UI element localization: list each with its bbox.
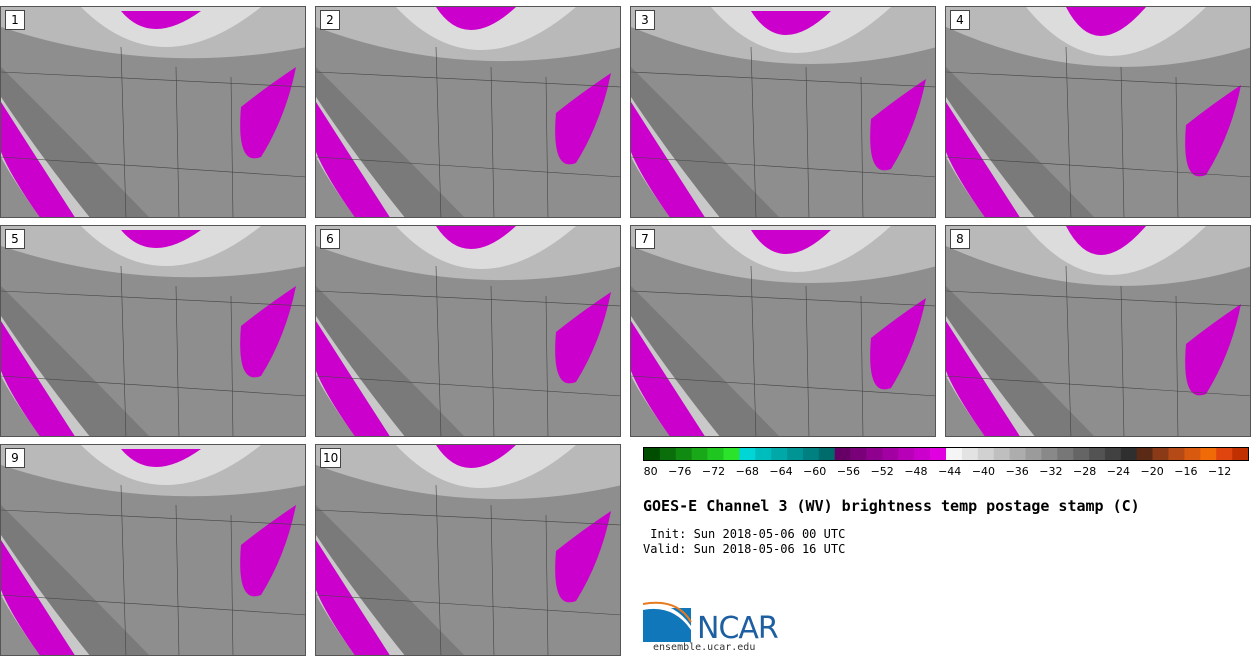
colorbar-tick-label: −64 [769, 465, 792, 477]
colorbar-swatch [755, 448, 772, 460]
colorbar-swatch [771, 448, 788, 460]
panel-number: 5 [5, 229, 25, 249]
ncar-logo-text: NCAR [697, 611, 779, 646]
panel-number: 9 [5, 448, 25, 468]
panel-number: 1 [5, 10, 25, 30]
colorbar-swatch [691, 448, 708, 460]
colorbar-swatch [834, 448, 851, 460]
wv-map [946, 226, 1250, 436]
colorbar-swatch [1216, 448, 1233, 460]
colorbar-swatch [930, 448, 947, 460]
postage-stamp-panel: 3 [630, 6, 936, 218]
colorbar: −80−76−72−68−64−60−56−52−48−44−40−36−32−… [643, 447, 1249, 477]
wv-map [316, 7, 620, 217]
colorbar-swatch [1104, 448, 1122, 460]
colorbar-swatch [1057, 448, 1074, 460]
colorbar-swatch [659, 448, 677, 460]
wv-map [316, 445, 620, 655]
colorbar-swatch [1073, 448, 1090, 460]
colorbar-swatch [675, 448, 692, 460]
colorbar-swatch [946, 448, 963, 460]
colorbar-tick-label: −16 [1174, 465, 1197, 477]
ncar-logo-icon [643, 601, 692, 642]
colorbar-tick-label: −32 [1039, 465, 1062, 477]
colorbar-swatch [1120, 448, 1138, 460]
colorbar-tick-label: −48 [904, 465, 927, 477]
colorbar-tick-label: −36 [1006, 465, 1029, 477]
init-time: Init: Sun 2018-05-06 00 UTC [643, 527, 846, 541]
wv-map [316, 226, 620, 436]
colorbar-swatch [802, 448, 820, 460]
colorbar-swatch [818, 448, 836, 460]
postage-stamp-panel: 7 [630, 225, 936, 437]
colorbar-swatch [723, 448, 740, 460]
panel-number: 2 [320, 10, 340, 30]
colorbar-swatch [977, 448, 994, 460]
colorbar-swatch [1232, 448, 1249, 460]
plot-title: GOES-E Channel 3 (WV) brightness temp po… [643, 497, 1140, 515]
panel-number: 6 [320, 229, 340, 249]
postage-stamp-panel: 2 [315, 6, 621, 218]
colorbar-tick-label: −24 [1107, 465, 1130, 477]
colorbar-swatch [882, 448, 899, 460]
colorbar-tick-label: −12 [1208, 465, 1231, 477]
wv-map [1, 226, 305, 436]
wv-map [1, 7, 305, 217]
colorbar-tick-label: −44 [938, 465, 961, 477]
colorbar-tick-label: −28 [1073, 465, 1096, 477]
colorbar-swatch [961, 448, 979, 460]
colorbar-swatch [1009, 448, 1026, 460]
colorbar-swatch [1136, 448, 1153, 460]
postage-stamp-panel: 1 [0, 6, 306, 218]
postage-stamp-panel: 4 [945, 6, 1251, 218]
panel-number: 10 [320, 448, 342, 468]
colorbar-tick-label: −60 [803, 465, 826, 477]
colorbar-swatch [1089, 448, 1106, 460]
wv-map [946, 7, 1250, 217]
postage-stamp-panel: 10 [315, 444, 621, 656]
valid-time: Valid: Sun 2018-05-06 16 UTC [643, 542, 846, 556]
wv-map [631, 7, 935, 217]
logo-url: ensemble.ucar.edu [653, 642, 756, 653]
colorbar-tick-label: −68 [736, 465, 759, 477]
panel-number: 3 [635, 10, 655, 30]
colorbar-tick-label: −80 [643, 465, 658, 477]
postage-stamp-panel: 6 [315, 225, 621, 437]
colorbar-swatch [993, 448, 1010, 460]
colorbar-swatch [1152, 448, 1169, 460]
colorbar-swatch [1025, 448, 1042, 460]
colorbar-swatch [739, 448, 756, 460]
colorbar-swatch [914, 448, 931, 460]
colorbar-swatch [1168, 448, 1185, 460]
panel-number: 7 [635, 229, 655, 249]
postage-stamp-panel: 8 [945, 225, 1251, 437]
panel-number: 4 [950, 10, 970, 30]
colorbar-tick-label: −56 [837, 465, 860, 477]
colorbar-swatch [1041, 448, 1058, 460]
colorbar-swatch [850, 448, 867, 460]
colorbar-tick-label: −40 [972, 465, 995, 477]
postage-stamp-panel: 5 [0, 225, 306, 437]
colorbar-swatch [644, 448, 661, 460]
colorbar-swatch [1184, 448, 1201, 460]
colorbar-swatch [898, 448, 915, 460]
colorbar-swatch [707, 448, 724, 460]
colorbar-swatch [1200, 448, 1217, 460]
wv-map [631, 226, 935, 436]
colorbar-swatch [866, 448, 883, 460]
panel-number: 8 [950, 229, 970, 249]
postage-stamp-panel: 9 [0, 444, 306, 656]
colorbar-tick-label: −76 [668, 465, 691, 477]
wv-map [1, 445, 305, 655]
colorbar-tick-label: −72 [702, 465, 725, 477]
colorbar-swatch [787, 448, 804, 460]
colorbar-tick-label: −52 [871, 465, 894, 477]
colorbar-tick-label: −20 [1141, 465, 1164, 477]
